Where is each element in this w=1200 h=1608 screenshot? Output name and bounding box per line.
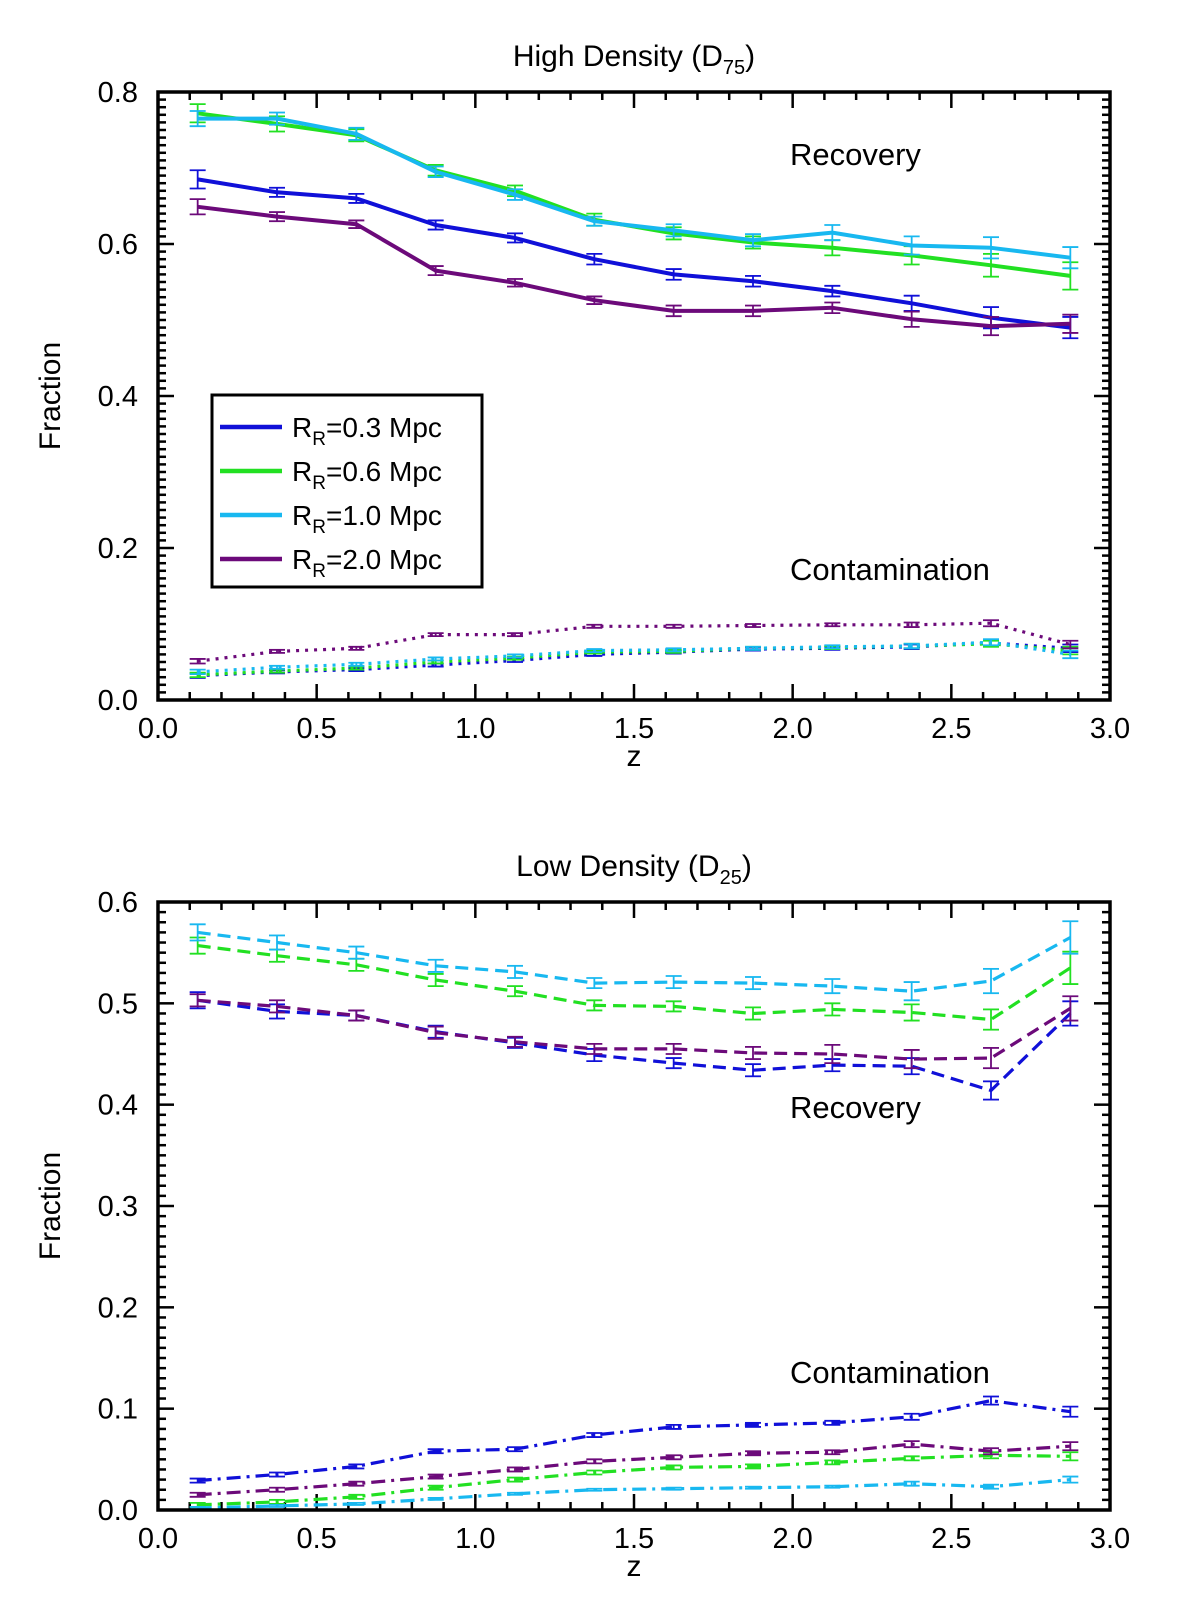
y-tick-label: 0.8 — [98, 77, 138, 109]
series-group — [189, 103, 1079, 679]
legend-label: RR=0.6 Mpc — [292, 456, 442, 494]
y-tick-label: 0.0 — [98, 1495, 138, 1527]
series-r-r-0-6-mpc-recovery-errorbars — [189, 936, 1079, 1031]
x-tick-label: 2.5 — [931, 1523, 971, 1555]
legend-entry: RR=0.6 Mpc — [220, 456, 442, 494]
series-r-r-0-3-mpc-contamination — [197, 641, 1071, 678]
x-tick-label: 2.0 — [773, 1523, 813, 1555]
y-axis-label: Fraction — [34, 342, 67, 450]
series-r-r-1-0-mpc-contamination-errorbars — [189, 638, 1079, 676]
x-tick-label: 1.5 — [614, 713, 654, 745]
annotation-recovery: Recovery — [790, 137, 921, 172]
legend: RR=0.3 Mpc RR=0.6 Mpc RR=1.0 Mpc RR=2.0 Mpc — [210, 393, 484, 589]
x-axis-label: z — [627, 740, 642, 773]
series-r-r-1-0-mpc-recovery-errorbars — [189, 920, 1079, 1002]
legend-label: RR=2.0 Mpc — [292, 544, 442, 582]
series-r-r-0-3-mpc-recovery — [197, 177, 1071, 330]
annotation-recovery: Recovery — [790, 1090, 921, 1125]
series-r-r-0-6-mpc-recovery — [197, 944, 1072, 1022]
series-r-r-1-0-mpc-contamination — [197, 640, 1071, 674]
chart-title-sub: 25 — [720, 867, 742, 889]
x-tick-label: 0.0 — [138, 1523, 178, 1555]
chart-title-end: ) — [742, 850, 752, 883]
plot-frame — [156, 900, 1112, 1512]
plot-frame — [156, 90, 1112, 702]
y-tick-label: 0.5 — [98, 988, 138, 1020]
legend-label: RR=1.0 Mpc — [292, 500, 442, 538]
legend-label: RR=0.3 Mpc — [292, 412, 442, 450]
series-r-r-2-0-mpc-recovery — [197, 998, 1072, 1061]
x-tick-label: 0.5 — [297, 1523, 337, 1555]
series-r-r-1-0-mpc-recovery — [197, 930, 1072, 993]
x-axis-label: z — [627, 1550, 642, 1583]
y-tick-label: 0.2 — [98, 533, 138, 565]
x-tick-label: 0.5 — [297, 713, 337, 745]
series-r-r-2-0-mpc-contamination — [197, 1442, 1071, 1497]
legend-entry: RR=2.0 Mpc — [220, 544, 442, 582]
x-tick-label: 2.0 — [773, 713, 813, 745]
legend-entry: RR=0.3 Mpc — [220, 412, 442, 450]
series-r-r-1-0-mpc-contamination — [197, 1478, 1071, 1510]
panel-high-density: 0.0 0.5 1.0 1.5 2.0 2.5 3.0 0.0 0.2 0.4 0.6 0.8 High… — [34, 40, 1130, 773]
series-r-r-0-6-mpc-contamination — [197, 1453, 1071, 1507]
y-axis-ticks: 0.0 0.2 0.4 0.6 0.8 — [98, 77, 1110, 717]
x-tick-label: 1.0 — [455, 1523, 495, 1555]
x-tick-label: 3.0 — [1090, 713, 1130, 745]
x-tick-label: 3.0 — [1090, 1523, 1130, 1555]
legend-entry: RR=1.0 Mpc — [220, 500, 442, 538]
series-r-r-1-0-mpc-recovery — [197, 116, 1071, 260]
x-tick-label: 0.0 — [138, 713, 178, 745]
series-r-r-2-0-mpc-contamination — [197, 621, 1071, 663]
chart-title-sub: 75 — [723, 57, 745, 79]
series-r-r-2-0-mpc-recovery-errorbars — [189, 993, 1079, 1070]
series-r-r-2-0-mpc-recovery — [197, 204, 1071, 329]
series-r-r-2-0-mpc-recovery-errorbars — [189, 198, 1079, 337]
y-tick-label: 0.1 — [98, 1394, 138, 1426]
y-tick-label: 0.3 — [98, 1191, 138, 1223]
chart-title-end: ) — [745, 40, 755, 73]
series-group — [189, 920, 1079, 1510]
series-r-r-0-3-mpc-contamination — [197, 1398, 1071, 1483]
series-r-r-0-6-mpc-contamination — [197, 642, 1071, 677]
x-tick-label: 1.0 — [455, 713, 495, 745]
x-tick-label: 1.5 — [614, 1523, 654, 1555]
y-tick-label: 0.4 — [98, 381, 138, 413]
chart-title-main: Low Density (D — [516, 850, 719, 883]
series-r-r-2-0-mpc-contamination-errorbars — [189, 619, 1079, 665]
annotation-contamination: Contamination — [790, 552, 990, 587]
annotation-contamination: Contamination — [790, 1355, 990, 1390]
series-r-r-0-3-mpc-recovery-errorbars — [189, 991, 1079, 1101]
panel-low-density: 0.0 0.5 1.0 1.5 2.0 2.5 3.00.00.10.20.30.40.50… — [34, 850, 1130, 1583]
y-tick-label: 0.4 — [98, 1090, 138, 1122]
y-tick-label: 0.0 — [98, 685, 138, 717]
chart-title: Low Density (D25) — [516, 850, 752, 889]
chart-title: High Density (D75) — [513, 40, 755, 79]
y-axis-label: Fraction — [34, 1152, 67, 1260]
x-tick-label: 2.5 — [931, 713, 971, 745]
x-axis-ticks: 0.0 0.5 1.0 1.5 2.0 2.5 3.0 — [138, 902, 1130, 1555]
y-tick-label: 0.6 — [98, 887, 138, 919]
y-tick-label: 0.6 — [98, 229, 138, 261]
chart-title-main: High Density (D — [513, 40, 723, 73]
y-tick-label: 0.2 — [98, 1292, 138, 1324]
